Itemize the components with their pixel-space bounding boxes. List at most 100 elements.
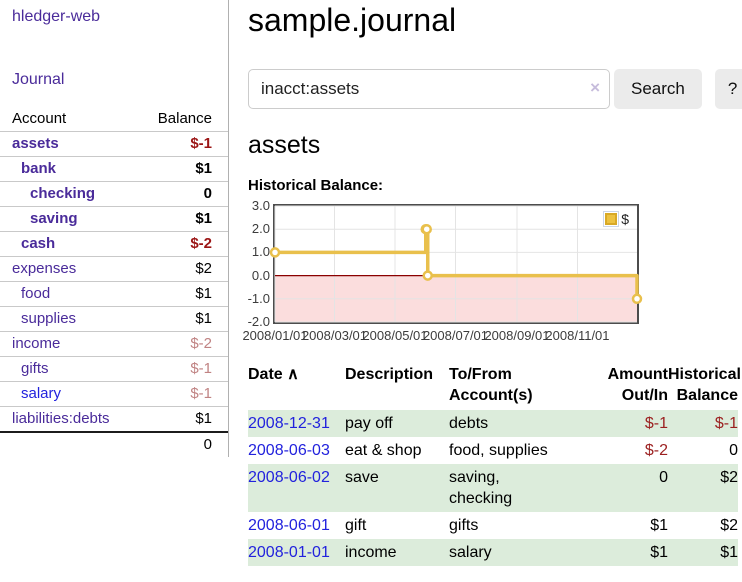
account-balance: $1 — [195, 285, 212, 302]
y-axis-tick-label: 3.0 — [251, 198, 270, 213]
register-date-cell: 2008-06-02 — [248, 464, 345, 512]
register-header-row: Date ∧ Description To/From Account(s) Am… — [248, 364, 741, 410]
accounts-column-header: To/From Account(s) — [449, 366, 533, 404]
account-balance-table: Account Balance assets $-1 bank $1 checking 0… — [0, 107, 228, 457]
y-axis-tick-label: 0.0 — [251, 267, 270, 283]
main-content: sample.journal × Search ? assets Histori… — [242, 0, 742, 566]
register-amount-cell: $-1 — [644, 415, 668, 432]
account-link[interactable]: gifts — [21, 360, 49, 377]
register-row: 2008-01-01 income salary $1 $1 — [248, 539, 738, 566]
account-link[interactable]: expenses — [12, 260, 77, 277]
account-link[interactable]: salary — [21, 385, 62, 402]
account-row: cash $-2 — [0, 231, 228, 257]
clear-search-icon[interactable]: × — [590, 78, 600, 97]
register-accounts-cell: food, supplies — [449, 442, 548, 459]
y-axis-tick-label: -1.0 — [247, 290, 270, 306]
sidebar: hledger-web Journal Account Balance asse… — [0, 0, 229, 457]
account-balance: $-2 — [190, 235, 212, 252]
account-balance: $1 — [195, 160, 212, 177]
total-balance: 0 — [203, 436, 212, 453]
sidebar-item-journal[interactable]: Journal — [12, 71, 65, 88]
account-link[interactable]: food — [21, 285, 51, 302]
date-column-header[interactable]: Date ∧ — [248, 366, 299, 383]
account-link[interactable]: saving — [30, 210, 78, 227]
register-amount-cell: $-2 — [644, 442, 668, 459]
account-link[interactable]: liabilities:debts — [12, 410, 110, 427]
description-column-header: Description — [345, 366, 434, 383]
register-row: 2008-06-02 save saving, checking 0 $2 — [248, 464, 738, 512]
account-balance: 0 — [203, 185, 212, 202]
register-accounts-cell: salary — [449, 544, 492, 561]
search-input[interactable] — [248, 69, 610, 109]
account-row: bank $1 — [0, 156, 228, 182]
chart-legend: $ — [601, 210, 631, 228]
account-row: income $-2 — [0, 331, 228, 357]
account-row: checking 0 — [0, 181, 228, 207]
account-link[interactable]: assets — [12, 135, 59, 152]
register-description-cell: pay off — [345, 415, 393, 432]
register-balance-cell: 0 — [729, 442, 738, 459]
account-balance: $-2 — [190, 335, 212, 352]
register-amount-cell: $1 — [650, 544, 668, 561]
transaction-date-link[interactable]: 2008-06-01 — [248, 517, 330, 534]
search-box: × — [248, 69, 610, 109]
account-link[interactable]: checking — [30, 185, 96, 202]
register-row: 2008-06-03 eat & shop food, supplies $-2 0 — [248, 437, 738, 464]
account-row: expenses $2 — [0, 256, 228, 282]
register-amount-cell: 0 — [659, 469, 668, 486]
register-date-cell: 2008-01-01 — [248, 539, 345, 566]
legend-label: $ — [621, 211, 629, 227]
account-link[interactable]: income — [12, 335, 61, 352]
chart-plot-area: $ — [269, 204, 643, 324]
transaction-date-link[interactable]: 2008-12-31 — [248, 415, 330, 432]
account-balance: $2 — [195, 260, 212, 277]
register-description-cell: gift — [345, 517, 367, 534]
transaction-date-link[interactable]: 2008-06-02 — [248, 469, 330, 486]
y-axis-tick-label: 1.0 — [251, 244, 270, 260]
y-axis-tick-label: 2.0 — [251, 221, 270, 237]
account-table-body: assets $-1 bank $1 checking 0 saving $1 cash $-2 e… — [0, 131, 228, 433]
y-axis-tick-label: -2.0 — [247, 314, 270, 329]
account-balance: $1 — [195, 410, 212, 427]
x-axis-tick-label: 2008/11/01 — [545, 328, 610, 343]
hledger-web-app: hledger-web Journal Account Balance asse… — [0, 0, 742, 566]
account-table-header-row: Account Balance — [0, 107, 228, 132]
register-row: 2008-12-31 pay off debts $-1 $-1 — [248, 410, 738, 437]
search-button[interactable]: Search — [614, 69, 702, 109]
account-row: gifts $-1 — [0, 356, 228, 382]
account-balance: $1 — [195, 310, 212, 327]
register-accounts-cell: gifts — [449, 517, 479, 534]
historical-balance-chart: $ 3.0 2.0 1.0 0.0 -1.0 -2.0 2008/01/01 2008/03/… — [242, 199, 742, 344]
transaction-date-link[interactable]: 2008-06-03 — [248, 442, 330, 459]
register-description-cell: save — [345, 469, 379, 486]
register-balance-cell: $2 — [720, 469, 738, 486]
register-row: 2008-06-01 gift gifts $1 $2 — [248, 512, 738, 539]
account-link[interactable]: bank — [21, 160, 57, 177]
register-accounts-cell: debts — [449, 415, 489, 432]
transaction-date-link[interactable]: 2008-01-01 — [248, 544, 330, 561]
balance-column-header: Historical Balance — [668, 366, 741, 404]
register-date-cell: 2008-12-31 — [248, 410, 345, 437]
account-link[interactable]: cash — [21, 235, 56, 252]
register-accounts-cell: saving, checking — [449, 469, 513, 507]
sort-ascending-icon: ∧ — [287, 366, 299, 383]
register-table-body: 2008-12-31 pay off debts $-1 $-1 2008-06-03 ea… — [248, 410, 738, 566]
account-row: salary $-1 — [0, 381, 228, 407]
balance-column-header: Balance — [157, 110, 212, 127]
register-balance-cell: $1 — [720, 544, 738, 561]
account-row: saving $1 — [0, 206, 228, 232]
account-link[interactable]: supplies — [21, 310, 77, 327]
account-heading: assets — [248, 131, 321, 159]
register-balance-cell: $-1 — [714, 415, 738, 432]
register-description-cell: income — [345, 544, 397, 561]
x-axis-tick-label: 2008/05/01 — [362, 328, 428, 343]
help-button[interactable]: ? — [714, 69, 742, 109]
account-balance: $-1 — [190, 385, 212, 402]
x-axis-tick-label: 2008/07/01 — [422, 328, 489, 343]
amount-column-header: Amount Out/In — [607, 366, 668, 404]
register-amount-cell: $1 — [650, 517, 668, 534]
x-axis-tick-label: 2008/01/01 — [242, 328, 308, 343]
account-total-row: 0 — [0, 432, 228, 457]
brand-link[interactable]: hledger-web — [12, 8, 101, 25]
page-title: sample.journal — [248, 2, 457, 38]
